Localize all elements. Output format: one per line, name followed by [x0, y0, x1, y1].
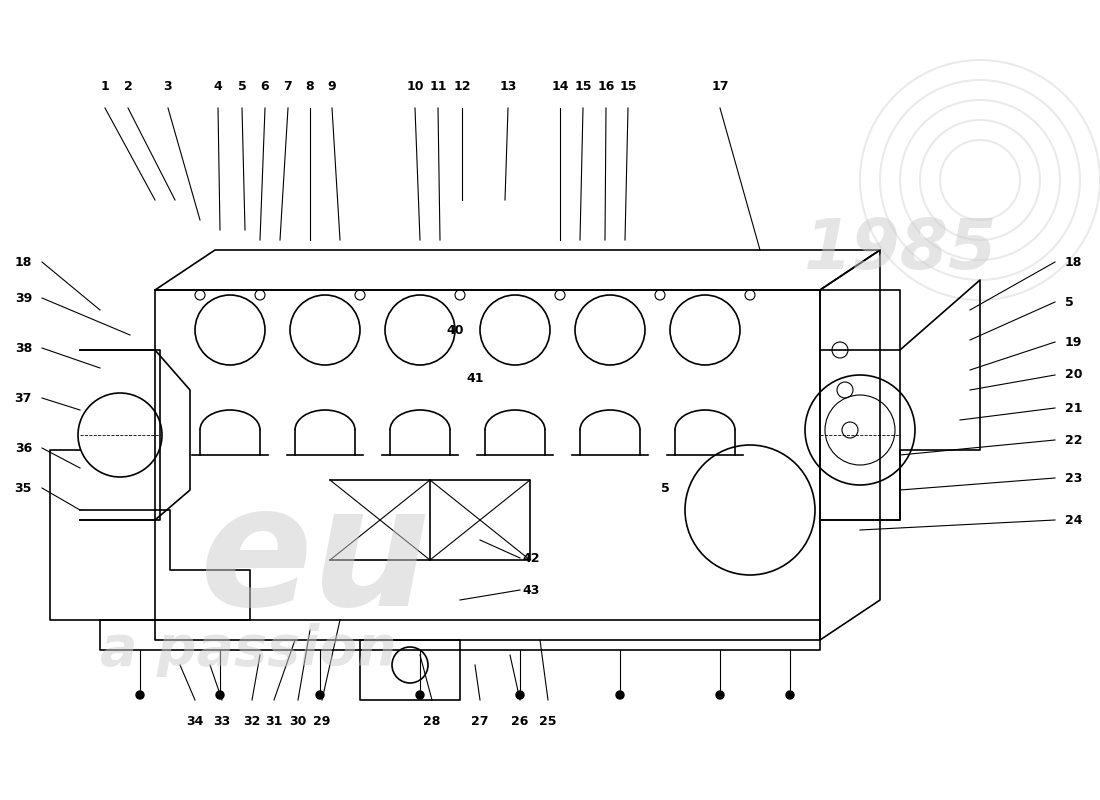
Text: 14: 14 [551, 80, 569, 93]
Text: 4: 4 [213, 80, 222, 93]
Text: 3: 3 [164, 80, 173, 93]
Text: 30: 30 [289, 715, 307, 728]
Circle shape [786, 691, 794, 699]
Text: 12: 12 [453, 80, 471, 93]
Text: eu: eu [200, 478, 431, 642]
Text: 23: 23 [1065, 471, 1082, 485]
Text: 18: 18 [14, 255, 32, 269]
Circle shape [416, 691, 424, 699]
Text: 34: 34 [186, 715, 204, 728]
Text: 29: 29 [314, 715, 331, 728]
Text: 40: 40 [447, 323, 464, 337]
Text: 22: 22 [1065, 434, 1082, 446]
Text: 31: 31 [265, 715, 283, 728]
Text: 2: 2 [123, 80, 132, 93]
Text: 38: 38 [14, 342, 32, 354]
Text: 5: 5 [661, 482, 670, 494]
Text: 11: 11 [429, 80, 447, 93]
Text: 19: 19 [1065, 335, 1082, 349]
Text: 18: 18 [1065, 255, 1082, 269]
Text: 5: 5 [238, 80, 246, 93]
Circle shape [616, 691, 624, 699]
Text: 41: 41 [466, 371, 484, 385]
Text: 39: 39 [14, 291, 32, 305]
Text: 32: 32 [243, 715, 261, 728]
Text: 8: 8 [306, 80, 315, 93]
Text: 15: 15 [619, 80, 637, 93]
Text: 43: 43 [522, 583, 539, 597]
Circle shape [316, 691, 324, 699]
Text: 10: 10 [406, 80, 424, 93]
Text: 13: 13 [499, 80, 517, 93]
Text: 26: 26 [512, 715, 529, 728]
Text: 36: 36 [14, 442, 32, 454]
Circle shape [716, 691, 724, 699]
Text: 35: 35 [14, 482, 32, 494]
Text: 9: 9 [328, 80, 337, 93]
Text: 1985: 1985 [803, 217, 997, 283]
Text: 21: 21 [1065, 402, 1082, 414]
Text: 6: 6 [261, 80, 270, 93]
Circle shape [516, 691, 524, 699]
Text: 20: 20 [1065, 369, 1082, 382]
Text: 7: 7 [284, 80, 293, 93]
Text: 33: 33 [213, 715, 231, 728]
Text: 17: 17 [712, 80, 728, 93]
Text: 42: 42 [522, 551, 539, 565]
Text: a passion: a passion [100, 623, 397, 677]
Text: 25: 25 [539, 715, 557, 728]
Text: 16: 16 [597, 80, 615, 93]
Text: 28: 28 [424, 715, 441, 728]
Text: 1: 1 [100, 80, 109, 93]
Text: 15: 15 [574, 80, 592, 93]
Text: 24: 24 [1065, 514, 1082, 526]
Circle shape [216, 691, 224, 699]
Text: 5: 5 [1065, 295, 1074, 309]
Text: 37: 37 [14, 391, 32, 405]
Text: 27: 27 [471, 715, 488, 728]
Circle shape [136, 691, 144, 699]
